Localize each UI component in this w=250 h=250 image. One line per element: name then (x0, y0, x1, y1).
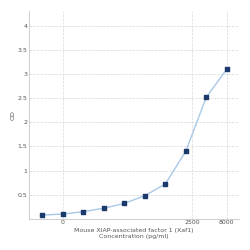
X-axis label: Mouse XIAP-associated factor 1 (Xaf1)
Concentration (pg/ml): Mouse XIAP-associated factor 1 (Xaf1) Co… (74, 228, 194, 239)
Point (122, 202, 126, 205)
Point (204, 95, 208, 99)
Point (225, 67, 229, 71)
Point (102, 206, 105, 210)
Y-axis label: OD: OD (11, 110, 16, 120)
Point (40, 213, 44, 217)
Point (163, 182, 167, 186)
Point (184, 149, 188, 153)
Point (60, 212, 64, 216)
Point (81, 210, 85, 214)
Point (143, 194, 147, 198)
